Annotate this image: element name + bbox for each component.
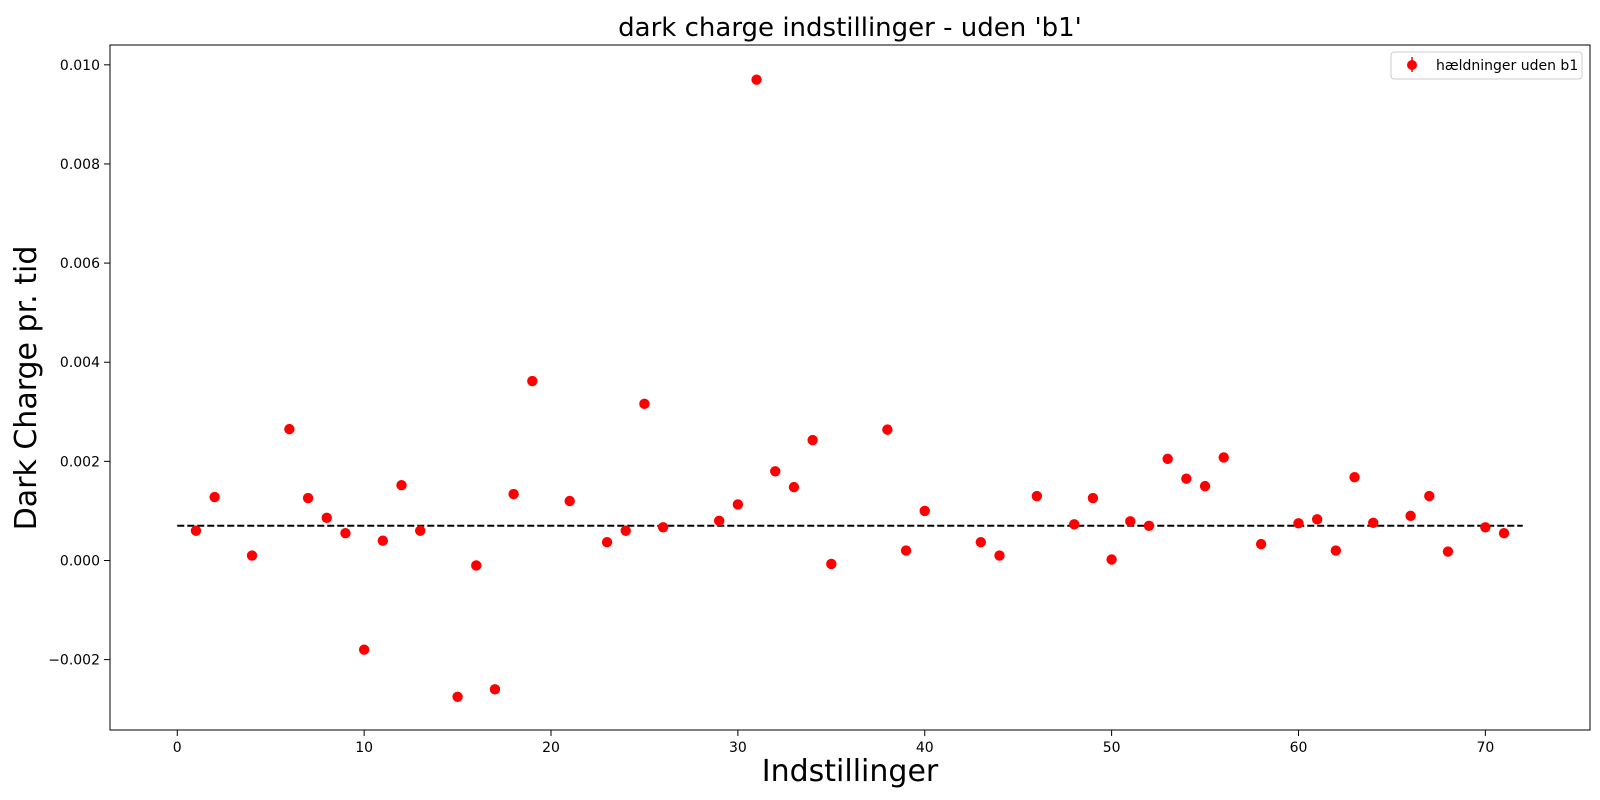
data-point: [489, 684, 501, 695]
data-point: [321, 512, 332, 524]
data-point: [788, 481, 800, 493]
data-point: [302, 492, 314, 504]
data-point: [713, 515, 725, 527]
data-point: [601, 536, 613, 548]
data-point: [396, 479, 407, 491]
y-tick-label: 0.002: [60, 454, 100, 470]
data-point: [1255, 538, 1267, 550]
x-tick-label: 0: [173, 740, 182, 756]
data-point: [1330, 545, 1342, 556]
data-point: [1498, 528, 1510, 539]
y-tick-label: 0.004: [60, 355, 100, 371]
data-point: [1143, 520, 1155, 531]
data-point: [732, 499, 744, 510]
x-tick-label: 60: [1290, 740, 1308, 756]
data-point: [1031, 490, 1043, 502]
data-point: [882, 424, 893, 435]
data-point: [657, 522, 669, 533]
legend-label: hældninger uden b1: [1436, 58, 1578, 74]
data-point: [471, 560, 482, 571]
legend: hældninger uden b1: [1390, 51, 1583, 80]
data-point: [919, 505, 930, 517]
axes-frame: [109, 44, 1591, 731]
data-point: [1311, 514, 1323, 525]
data-point: [1162, 453, 1173, 465]
x-tick-label: 30: [729, 740, 747, 756]
data-point: [1087, 492, 1099, 504]
data-point: [1293, 518, 1304, 529]
data-point: [1125, 516, 1136, 527]
data-point: [975, 536, 987, 548]
data-point: [1181, 473, 1192, 484]
x-tick-label: 20: [542, 740, 560, 756]
data-point: [1405, 510, 1416, 522]
data-point: [377, 535, 389, 546]
data-point: [826, 558, 837, 570]
data-point: [620, 525, 631, 536]
data-point: [246, 550, 258, 561]
x-tick-label: 40: [916, 740, 934, 756]
data-point: [770, 466, 781, 477]
data-point: [1199, 480, 1211, 492]
data-point: [751, 74, 762, 85]
plot-area: 0 10 20 30 40 50 60 70 −0.002 0.000 0.002 0.004 0.00…: [48, 44, 1591, 756]
y-tick-label: 0.010: [60, 58, 100, 74]
data-point: [1069, 519, 1080, 530]
legend-marker: [1407, 60, 1417, 70]
data-point: [1424, 490, 1435, 502]
data-point: [1218, 452, 1229, 463]
data-point: [190, 525, 202, 536]
data-point: [639, 398, 650, 410]
data-point: [284, 423, 295, 435]
y-tick-label: 0.008: [60, 157, 100, 173]
data-point: [209, 491, 220, 503]
data-point: [1442, 546, 1454, 557]
data-point: [340, 528, 351, 539]
data-point: [900, 545, 912, 556]
data-point: [807, 434, 818, 446]
x-axis-label: Indstillinger: [762, 754, 939, 789]
data-point: [415, 525, 426, 536]
y-tick-label: 0.000: [60, 553, 100, 569]
x-tick-label: 70: [1476, 740, 1494, 756]
data-point: [1349, 472, 1360, 483]
data-point: [1368, 517, 1379, 529]
data-point: [527, 375, 538, 387]
data-point: [508, 488, 519, 500]
y-tick-label: −0.002: [48, 653, 100, 669]
data-point: [1106, 554, 1117, 565]
legend-box: [1390, 51, 1583, 80]
y-axis-label: Dark Charge pr. tid: [9, 246, 44, 531]
data-point: [358, 644, 370, 655]
x-tick-label: 50: [1103, 740, 1121, 756]
data-point: [1480, 522, 1491, 533]
x-tick-label: 10: [355, 740, 373, 756]
y-tick-label: 0.006: [60, 256, 100, 272]
data-point: [994, 550, 1005, 561]
chart-title: dark charge indstillinger - uden 'b1': [618, 13, 1082, 43]
data-point: [564, 495, 575, 507]
data-point: [452, 691, 463, 702]
